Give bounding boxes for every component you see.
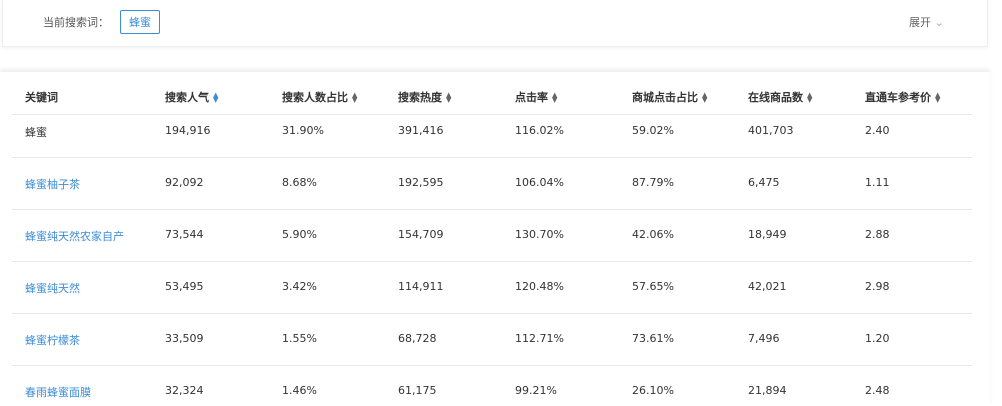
value-cell: 112.71%	[515, 332, 564, 345]
value-cell: 99.21%	[515, 384, 557, 397]
keyword-cell[interactable]: 蜂蜜柠檬茶	[25, 334, 80, 347]
value-cell: 42.06%	[632, 228, 674, 241]
row-separator	[12, 261, 972, 262]
keyword-table: 关键词 搜索人气 ▲ ▼ 搜索人数占比 ▲ ▼ 搜索热度 ▲ ▼ 点击率 ▲ ▼ 商城点击占比 ▲ ▼ 在线商品…	[0, 72, 990, 406]
search-bar: 当前搜索词： 蜂蜜 展开 ⌄	[2, 0, 988, 47]
keyword-cell[interactable]: 春雨蜂蜜面膜	[25, 386, 91, 399]
value-cell: 42,021	[748, 280, 787, 293]
value-cell: 21,894	[748, 384, 787, 397]
value-cell: 31.90%	[282, 124, 324, 137]
expand-text[interactable]: 展开	[909, 16, 931, 29]
column-header[interactable]: 搜索人气 ▲ ▼	[165, 91, 219, 104]
sort-icon[interactable]: ▲ ▼	[446, 91, 452, 104]
row-separator	[12, 209, 972, 210]
value-cell: 192,595	[398, 176, 444, 189]
sort-icon[interactable]: ▲ ▼	[935, 91, 941, 104]
value-cell: 26.10%	[632, 384, 674, 397]
expand-button[interactable]: 展开 ⌄	[909, 16, 944, 29]
value-cell: 391,416	[398, 124, 444, 137]
value-cell: 73,544	[165, 228, 204, 241]
sort-icon[interactable]: ▲ ▼	[352, 91, 358, 104]
value-cell: 401,703	[748, 124, 794, 137]
row-separator	[12, 157, 972, 158]
column-header[interactable]: 在线商品数 ▲ ▼	[748, 91, 813, 104]
value-cell: 3.42%	[282, 280, 317, 293]
value-cell: 5.90%	[282, 228, 317, 241]
value-cell: 120.48%	[515, 280, 564, 293]
row-separator	[12, 114, 972, 115]
value-cell: 68,728	[398, 332, 437, 345]
row-separator	[12, 365, 972, 366]
sort-icon[interactable]: ▲ ▼	[702, 91, 708, 104]
value-cell: 33,509	[165, 332, 204, 345]
keyword-cell[interactable]: 蜂蜜纯天然	[25, 282, 80, 295]
column-header[interactable]: 搜索热度 ▲ ▼	[398, 91, 452, 104]
row-separator	[12, 313, 972, 314]
sort-icon[interactable]: ▲ ▼	[807, 91, 813, 104]
value-cell: 1.20	[865, 332, 890, 345]
value-cell: 2.48	[865, 384, 890, 397]
value-cell: 106.04%	[515, 176, 564, 189]
value-cell: 114,911	[398, 280, 444, 293]
value-cell: 59.02%	[632, 124, 674, 137]
value-cell: 18,949	[748, 228, 787, 241]
column-header[interactable]: 点击率 ▲ ▼	[515, 91, 558, 104]
column-header: 关键词	[25, 91, 58, 104]
value-cell: 194,916	[165, 124, 211, 137]
value-cell: 1.55%	[282, 332, 317, 345]
value-cell: 2.98	[865, 280, 890, 293]
value-cell: 8.68%	[282, 176, 317, 189]
value-cell: 130.70%	[515, 228, 564, 241]
value-cell: 2.88	[865, 228, 890, 241]
value-cell: 1.11	[865, 176, 890, 189]
column-header[interactable]: 商城点击占比 ▲ ▼	[632, 91, 708, 104]
keyword-cell: 蜂蜜	[25, 126, 47, 139]
search-label: 当前搜索词：	[43, 16, 109, 29]
sort-icon[interactable]: ▲ ▼	[213, 91, 219, 104]
value-cell: 6,475	[748, 176, 780, 189]
value-cell: 1.46%	[282, 384, 317, 397]
value-cell: 116.02%	[515, 124, 564, 137]
column-header[interactable]: 直通车参考价 ▲ ▼	[865, 91, 941, 104]
value-cell: 154,709	[398, 228, 444, 241]
value-cell: 53,495	[165, 280, 204, 293]
value-cell: 92,092	[165, 176, 204, 189]
keyword-cell[interactable]: 蜂蜜柚子茶	[25, 178, 80, 191]
column-header[interactable]: 搜索人数占比 ▲ ▼	[282, 91, 358, 104]
sort-icon[interactable]: ▲ ▼	[552, 91, 558, 104]
keyword-cell[interactable]: 蜂蜜纯天然农家自产	[25, 230, 124, 243]
value-cell: 7,496	[748, 332, 780, 345]
value-cell: 32,324	[165, 384, 204, 397]
value-cell: 2.40	[865, 124, 890, 137]
value-cell: 57.65%	[632, 280, 674, 293]
value-cell: 87.79%	[632, 176, 674, 189]
value-cell: 61,175	[398, 384, 437, 397]
keyword-tag[interactable]: 蜂蜜	[120, 10, 160, 34]
value-cell: 73.61%	[632, 332, 674, 345]
